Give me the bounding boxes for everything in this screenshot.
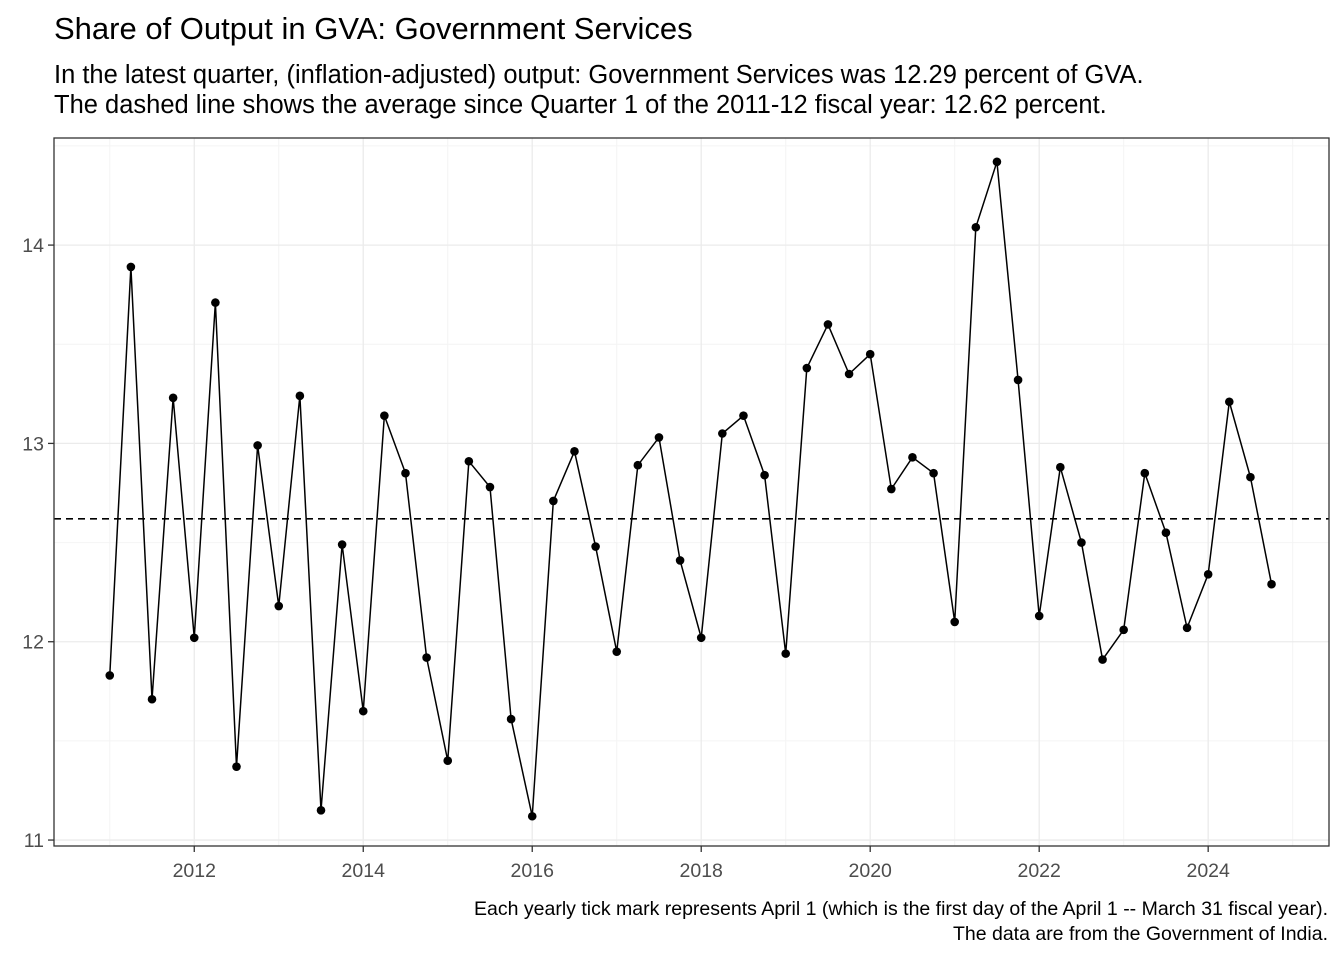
chart-caption: Each yearly tick mark represents April 1…: [474, 897, 1328, 947]
data-point: [802, 363, 812, 373]
major-gridlines: [54, 138, 1329, 846]
data-point: [316, 806, 326, 815]
data-point: [1267, 579, 1276, 589]
data-point: [908, 452, 917, 462]
data-point: [1182, 623, 1192, 633]
chart-subtitle: In the latest quarter, (inflation-adjust…: [54, 60, 1144, 120]
data-point: [295, 391, 305, 401]
data-point: [1140, 468, 1150, 478]
data-point: [401, 468, 410, 478]
data-point: [633, 460, 643, 470]
y-tick-label: 13: [22, 433, 44, 455]
chart-title: Share of Output in GVA: Government Servi…: [54, 11, 693, 46]
data-point: [971, 222, 981, 232]
data-point: [1224, 397, 1234, 407]
data-point: [1203, 570, 1213, 579]
y-tick-label: 11: [24, 830, 44, 852]
x-axis: 2012 2014 2016 2018 2020 2022 2024: [173, 846, 1230, 882]
data-point: [1246, 472, 1255, 482]
data-point: [549, 496, 558, 506]
data-point: [1098, 655, 1107, 664]
subtitle-line-1: In the latest quarter, (inflation-adjust…: [54, 61, 1144, 89]
data-point: [126, 262, 136, 272]
data-point: [929, 468, 938, 478]
data-point: [443, 756, 453, 766]
data-point: [591, 542, 600, 551]
data-point: [211, 298, 220, 307]
data-point: [1013, 375, 1023, 385]
data-point: [781, 649, 791, 658]
data-point: [570, 447, 579, 456]
data-point: [950, 617, 959, 627]
data-point: [612, 647, 622, 656]
data-point: [1034, 611, 1044, 621]
data-point: [232, 762, 241, 771]
subtitle-line-2: The dashed line shows the average since …: [54, 91, 1107, 119]
data-point: [464, 456, 474, 466]
panel-border: [53, 137, 1330, 847]
minor-gridlines: [54, 138, 1329, 846]
data-point: [1056, 462, 1065, 472]
y-tick-label: 12: [22, 632, 44, 654]
data-point: [485, 482, 495, 492]
data-point: [865, 349, 875, 359]
data-point: [654, 433, 664, 442]
data-point: [718, 429, 727, 438]
data-point: [992, 157, 1002, 167]
series-line: [109, 161, 1273, 817]
caption-line-2: The data are from the Government of Indi…: [952, 923, 1328, 945]
data-point: [506, 714, 516, 724]
data-point: [696, 633, 706, 643]
y-tick-label: 14: [22, 235, 44, 257]
data-point: [1077, 538, 1086, 547]
x-tick-label: 2014: [342, 860, 386, 882]
data-point: [887, 484, 896, 494]
caption-line-1: Each yearly tick mark represents April 1…: [474, 898, 1328, 920]
data-point: [739, 411, 748, 420]
y-axis: 11 12 13 14: [22, 235, 54, 852]
data-point: [1161, 528, 1171, 537]
data-points: [105, 157, 1276, 821]
data-point: [253, 441, 262, 450]
data-point: [105, 671, 115, 680]
data-point: [675, 556, 685, 565]
data-point: [527, 811, 537, 821]
data-point: [189, 633, 199, 643]
data-point: [380, 411, 389, 420]
data-point: [168, 393, 178, 403]
data-point: [1119, 625, 1128, 635]
x-tick-label: 2012: [173, 860, 216, 882]
x-tick-label: 2024: [1186, 860, 1230, 882]
data-point: [823, 320, 833, 329]
data-point: [274, 601, 284, 611]
data-point: [760, 470, 769, 480]
data-point: [358, 706, 368, 716]
x-tick-label: 2022: [1017, 860, 1060, 882]
data-point: [337, 540, 347, 549]
x-tick-label: 2016: [511, 860, 554, 882]
data-point: [422, 653, 431, 662]
x-tick-label: 2018: [680, 860, 723, 882]
data-point: [844, 369, 854, 379]
x-tick-label: 2020: [849, 860, 893, 882]
data-point: [147, 694, 157, 704]
